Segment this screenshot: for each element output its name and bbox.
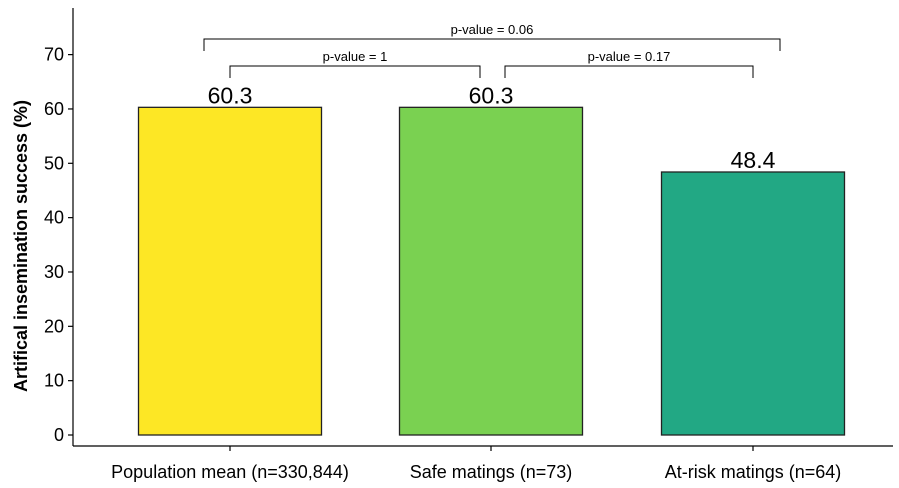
- y-tick-label: 50: [44, 153, 64, 173]
- significance-bracket: [504, 65, 754, 78]
- x-tick-label: Safe matings (n=73): [410, 462, 573, 482]
- significance-bracket: [203, 38, 781, 51]
- y-axis: 0 10 20 30 40 50 60 70: [44, 8, 74, 446]
- x-tick-label: Population mean (n=330,844): [111, 462, 349, 482]
- y-tick-label: 40: [44, 208, 64, 228]
- bar-value-label: 60.3: [208, 82, 253, 108]
- bar: [137, 106, 323, 436]
- value-labels-group: 60.3 60.3 48.4: [208, 82, 776, 173]
- y-tick-label: 20: [44, 316, 64, 336]
- y-axis-title: Artifical insemination success (%): [11, 100, 31, 392]
- significance-bracket: [229, 65, 481, 78]
- bars-group: [137, 106, 846, 436]
- y-tick-label: 10: [44, 371, 64, 391]
- bar-value-label: 60.3: [469, 82, 514, 108]
- y-tick-label: 70: [44, 45, 64, 65]
- y-tick-label: 30: [44, 262, 64, 282]
- y-tick-label: 0: [54, 425, 64, 445]
- x-tick-label: At-risk matings (n=64): [665, 462, 842, 482]
- p-value-label: p-value = 1: [323, 49, 388, 64]
- y-tick-label: 60: [44, 99, 64, 119]
- significance-brackets: p-value = 1 p-value = 0.17 p-value = 0.06: [203, 22, 781, 78]
- bar-value-label: 48.4: [731, 147, 776, 173]
- bar: [660, 171, 846, 436]
- p-value-label: p-value = 0.06: [451, 22, 534, 37]
- x-axis: Population mean (n=330,844) Safe matings …: [73, 445, 893, 482]
- p-value-label: p-value = 0.17: [588, 49, 671, 64]
- bar: [398, 106, 584, 436]
